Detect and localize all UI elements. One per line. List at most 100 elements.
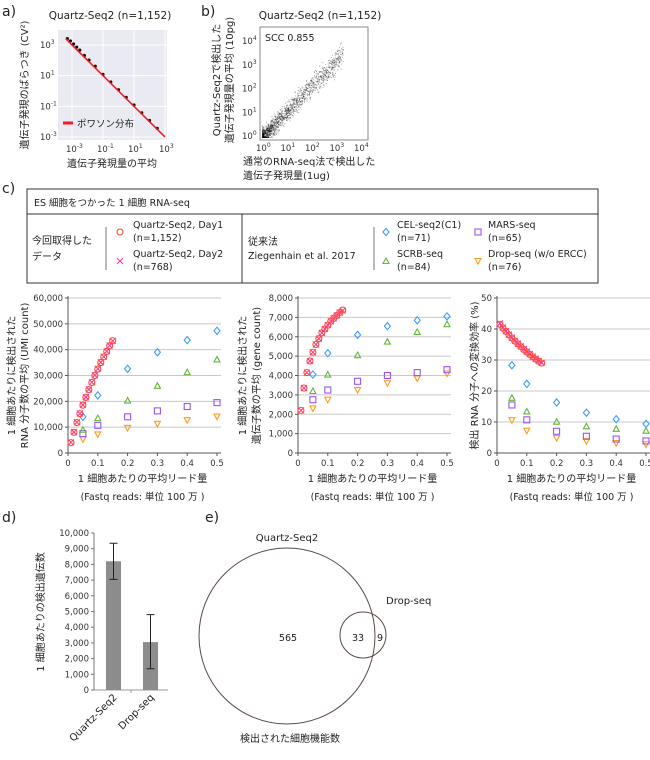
data-point-scrb [93,413,102,422]
data-point [339,61,341,63]
data-point [284,116,286,118]
data-point [317,79,319,81]
data-point [317,83,319,85]
data-point [288,107,290,109]
data-point [276,122,278,124]
data-point [294,106,296,108]
data-point [268,137,270,138]
data-point [297,95,299,97]
data-point [277,111,279,113]
data-point [262,133,264,135]
data-point [295,99,297,101]
data-point [291,105,293,107]
data-point [323,75,325,77]
data-point [269,134,271,136]
data-point [267,134,269,136]
data-point [333,69,335,71]
data-point-day1 [106,342,114,350]
x-axis-label-sub: (Fastq reads: 単位 100 万 ) [510,491,634,503]
data-point [337,57,339,59]
data-point-mars [553,427,561,435]
data-point [268,130,270,132]
data-point [304,98,306,100]
data-point [309,82,311,84]
data-point [323,75,325,77]
data-point [267,137,269,138]
data-point [280,118,282,120]
data-point [267,136,269,138]
data-point [265,132,267,134]
data-point [264,131,266,133]
data-point [299,102,301,104]
data-point [312,77,314,79]
data-point [294,99,296,101]
data-point [264,137,266,138]
data-point [262,137,264,138]
data-point [328,62,330,64]
data-point [305,86,307,88]
data-point [318,79,320,81]
data-point [273,121,275,123]
data-point [283,116,285,118]
data-point [311,82,313,84]
data-point [273,124,275,126]
data-point [270,136,272,138]
legend-marker-square [474,228,482,236]
data-point [315,88,317,90]
data-point [335,58,337,60]
panel-b-xlabel-line1: 通常のRNA-seq法で検出した [243,155,375,168]
data-point [288,114,290,116]
data-point [262,131,264,133]
data-point [289,104,291,106]
data-point [338,62,340,64]
data-point [262,131,264,133]
legend-item-n: (n=76) [488,262,521,273]
data-point [337,52,339,54]
data-point [316,86,318,88]
data-point [314,84,316,86]
data-point [299,89,301,91]
data-point [334,60,336,62]
data-point [281,119,283,121]
data-point [268,129,270,131]
data-point [280,122,282,124]
data-point [291,107,293,109]
data-point [273,113,275,115]
data-point [333,57,335,59]
data-point [335,53,337,55]
data-point [318,91,320,93]
data-point-drop [642,441,650,449]
data-point [322,81,324,83]
data-point [342,52,344,54]
data-point [270,128,272,130]
data-point [264,132,266,134]
data-point [295,107,297,109]
data-point [265,137,267,138]
data-point [263,131,265,133]
data-point [293,111,295,113]
data-point [309,97,311,99]
data-point [282,117,284,119]
data-point [270,119,272,121]
data-point [262,133,264,135]
data-point [293,111,295,113]
data-point [339,61,341,63]
panel-b-title: Quartz-Seq2 (n=1,152) [259,10,382,22]
data-point [265,132,267,134]
data-point [263,133,265,135]
data-point [296,100,298,102]
data-point [267,125,269,127]
data-point [332,67,334,69]
data-point [263,137,265,138]
data-point [337,53,339,55]
data-point [273,116,275,118]
data-point [284,110,286,112]
data-point [281,110,283,112]
data-point [264,133,266,135]
data-point [277,118,279,120]
data-point [309,88,311,90]
data-point [268,131,270,133]
data-point [284,119,286,121]
data-point [331,64,333,66]
data-point [319,81,321,83]
